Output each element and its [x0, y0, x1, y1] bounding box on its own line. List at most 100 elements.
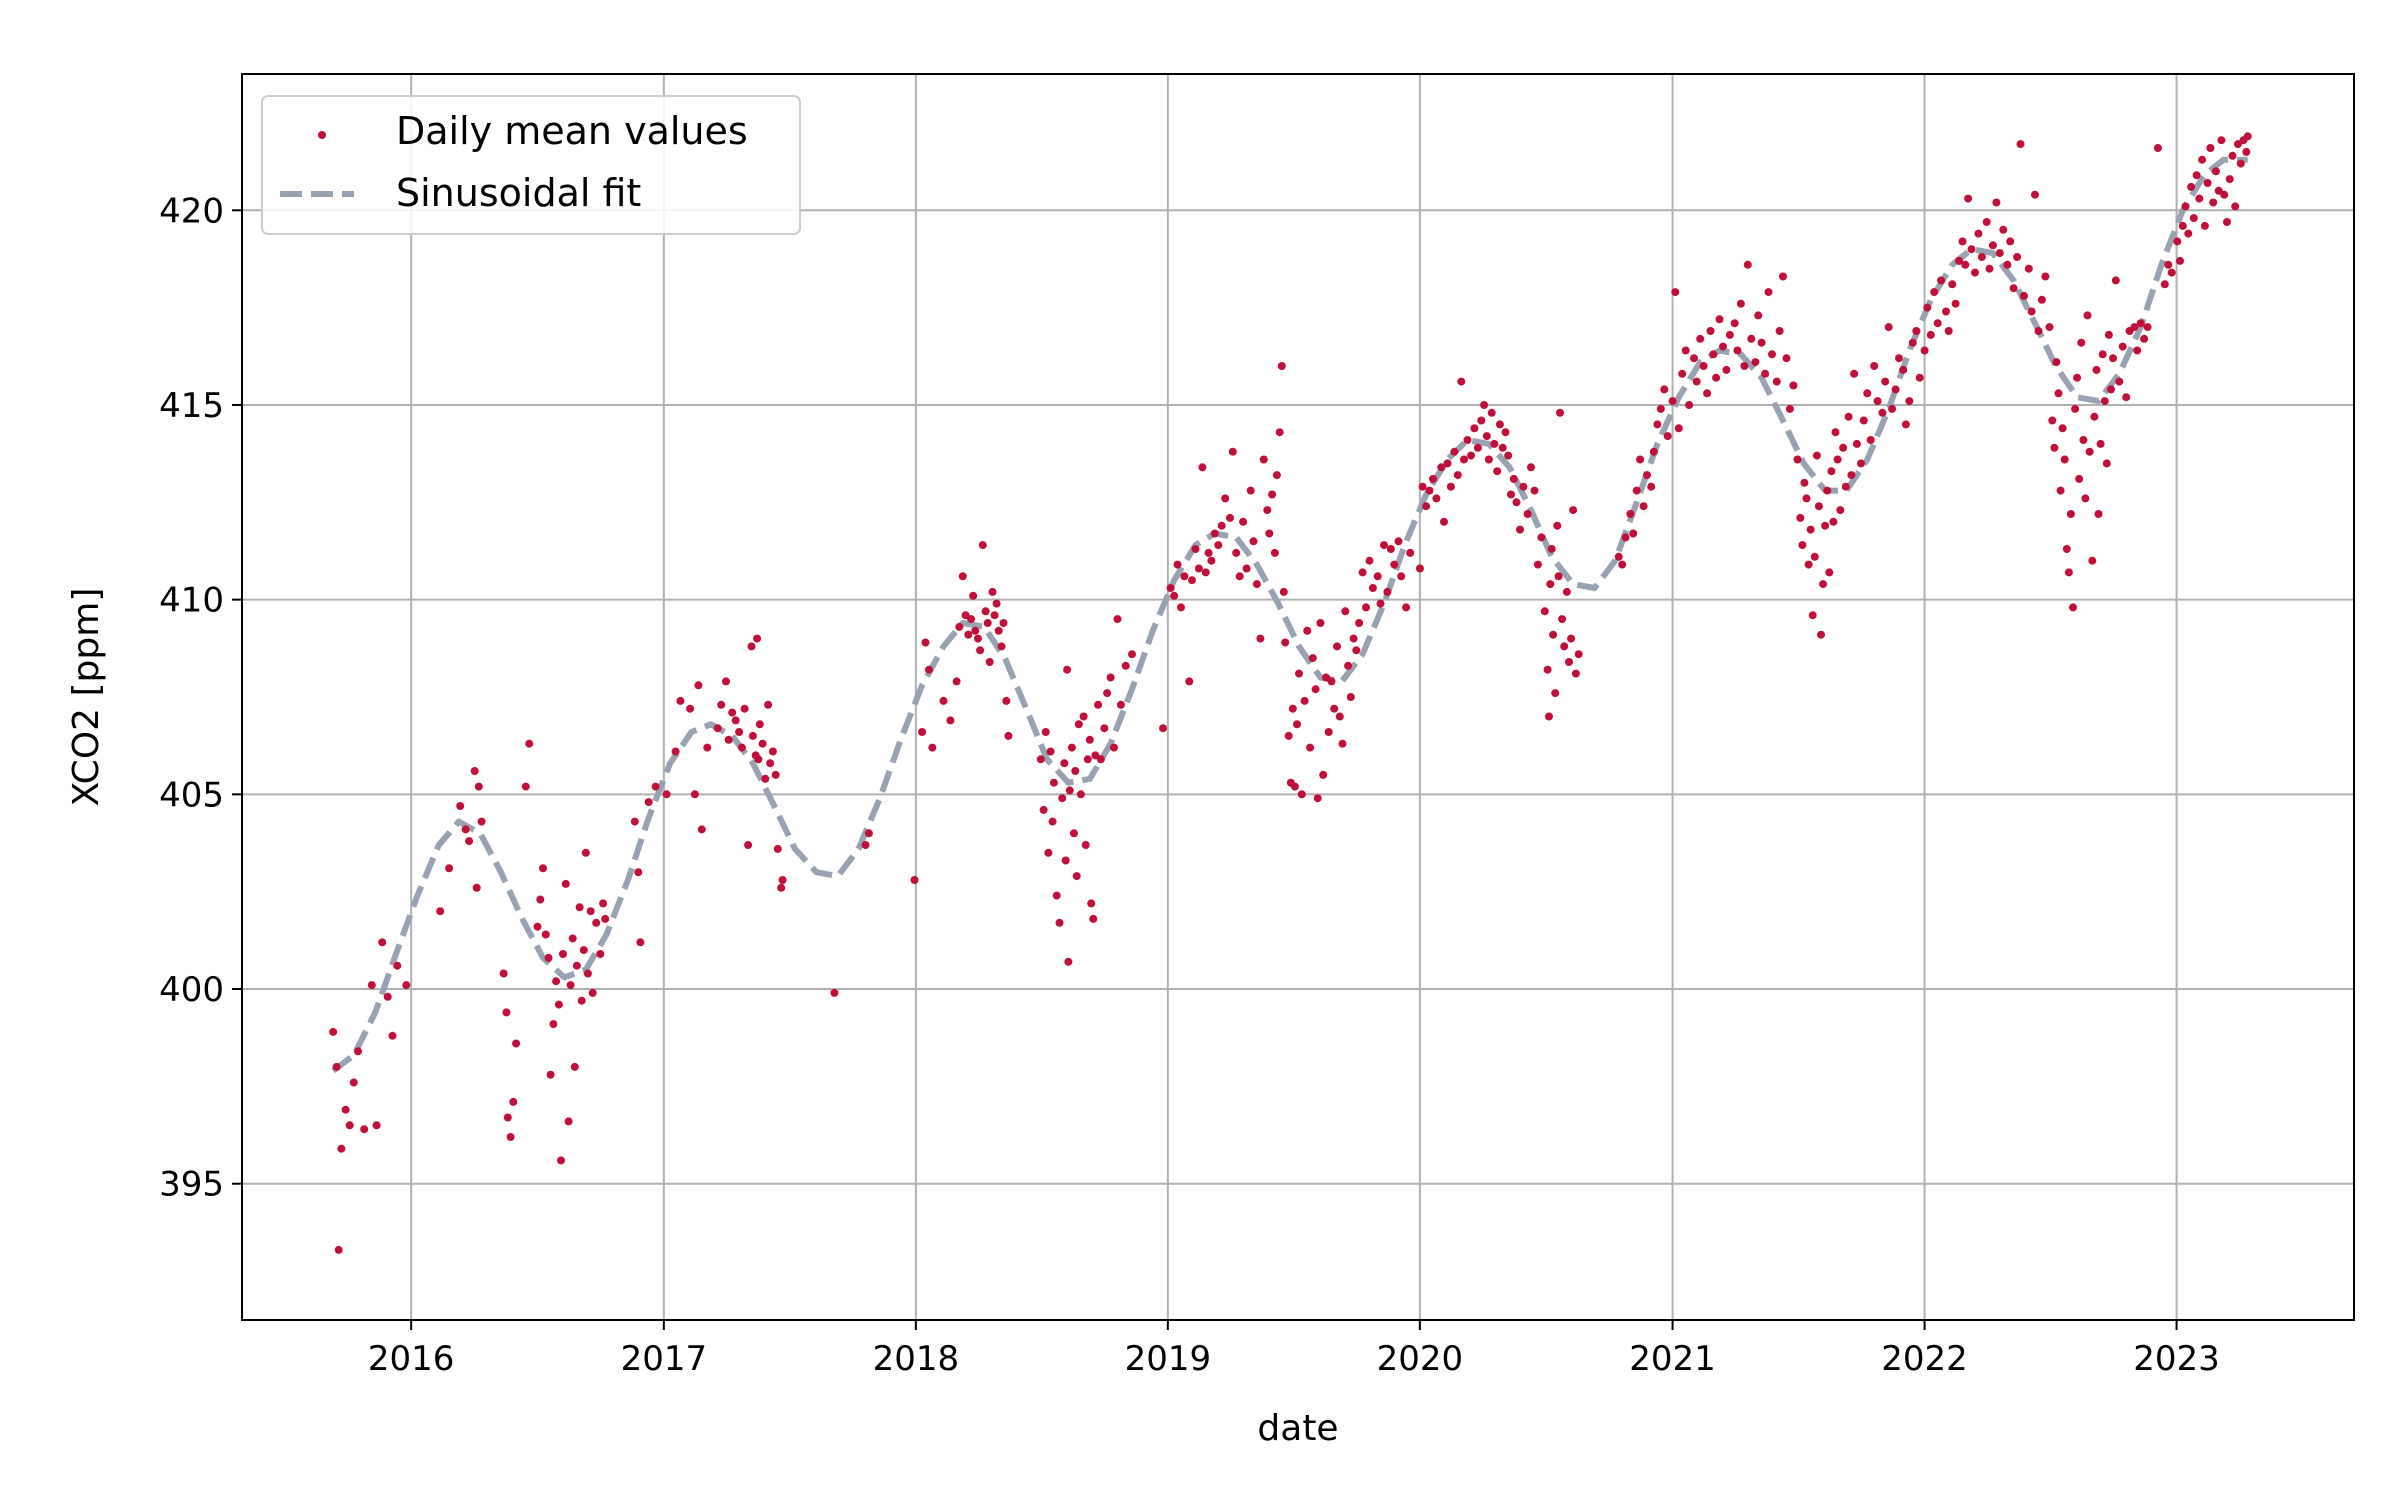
data-point [1096, 755, 1105, 764]
data-point [1402, 603, 1411, 612]
data-point [1341, 607, 1350, 616]
data-point [978, 541, 987, 550]
data-point [1335, 712, 1344, 721]
data-point [579, 946, 588, 955]
data-point [1061, 856, 1070, 865]
data-point [445, 864, 454, 873]
data-point [1562, 587, 1571, 596]
data-point [1852, 439, 1861, 448]
data-point [1614, 552, 1623, 561]
data-point [766, 759, 775, 768]
data-point [1829, 517, 1838, 526]
data-point [1512, 498, 1521, 507]
data-point [2066, 510, 2075, 518]
data-point [1785, 404, 1794, 413]
data-point [1308, 654, 1317, 663]
data-point [1490, 439, 1499, 448]
data-point [477, 817, 486, 826]
data-point [1263, 506, 1272, 515]
data-point [939, 696, 948, 705]
data-point [1358, 568, 1367, 577]
data-point [1827, 467, 1836, 476]
data-point [2140, 334, 2149, 343]
data-point [1982, 218, 1991, 226]
data-point [1036, 755, 1045, 764]
data-point [1942, 307, 1950, 316]
data-point [2071, 404, 2080, 413]
data-point [2217, 136, 2226, 145]
data-point [981, 607, 990, 616]
data-point [1899, 365, 1908, 374]
data-point [1330, 704, 1339, 713]
data-point [2200, 221, 2209, 230]
x-tick-label-2023: 2023 [2133, 1339, 2220, 1379]
data-point [1252, 580, 1261, 589]
data-point [2027, 307, 2036, 316]
data-point [1569, 506, 1578, 515]
data-point [1039, 805, 1048, 814]
data-point [967, 615, 976, 624]
data-point [1232, 548, 1241, 557]
data-point [2203, 179, 2212, 187]
x-tick-label-2017: 2017 [621, 1339, 708, 1379]
data-point [1923, 303, 1932, 312]
data-point [976, 646, 985, 655]
data-point [1355, 619, 1364, 627]
data-point [1487, 408, 1496, 417]
data-point [1920, 346, 1929, 355]
data-point [1798, 541, 1807, 550]
data-point [474, 782, 483, 791]
data-point [1268, 490, 1277, 499]
data-point [1636, 455, 1645, 464]
data-point [1316, 619, 1325, 627]
x-tick-label-2020: 2020 [1377, 1339, 1464, 1379]
data-point [1971, 268, 1979, 277]
data-point [354, 1047, 362, 1056]
data-point [1406, 548, 1415, 557]
data-point [2064, 568, 2073, 577]
data-point [2231, 202, 2240, 211]
data-point [2242, 147, 2251, 156]
y-tick-label-400: 400 [159, 970, 224, 1010]
data-point [572, 961, 581, 970]
data-point [2189, 214, 2198, 223]
x-axis-label: date [1257, 1408, 1338, 1449]
data-point [1002, 696, 1011, 705]
y-axis-label: XCO2 [ppm] [66, 588, 107, 807]
data-point [1725, 330, 1734, 339]
data-point [724, 735, 733, 744]
x-tick-label-2021: 2021 [1629, 1339, 1716, 1379]
data-point [1699, 362, 1708, 370]
data-point [1415, 564, 1424, 573]
data-point [1884, 323, 1893, 332]
data-point [2178, 221, 2187, 230]
data-point [1242, 564, 1251, 573]
data-point [2198, 155, 2207, 164]
data-point [1668, 397, 1677, 406]
data-point [1751, 358, 1760, 367]
data-point [509, 1097, 518, 1106]
data-point [1504, 451, 1513, 460]
data-point [1866, 436, 1875, 444]
data-point [1632, 486, 1641, 495]
data-point [1293, 720, 1301, 729]
data-point [2098, 350, 2107, 359]
data-point [630, 817, 639, 826]
data-point [1463, 436, 1472, 444]
data-point [1482, 432, 1491, 441]
data-point [2173, 237, 2182, 246]
data-point [1891, 385, 1900, 394]
data-point [1270, 548, 1279, 557]
data-point [554, 1000, 563, 1009]
data-point [2083, 311, 2092, 320]
data-point [1530, 486, 1539, 495]
data-point [1121, 661, 1130, 670]
data-point [1437, 463, 1446, 472]
data-point [559, 950, 567, 958]
data-point [1239, 517, 1248, 526]
data-point [1733, 346, 1742, 355]
data-point [456, 802, 465, 810]
data-point [1796, 513, 1805, 522]
data-point [1951, 299, 1960, 308]
data-point [1543, 665, 1552, 674]
